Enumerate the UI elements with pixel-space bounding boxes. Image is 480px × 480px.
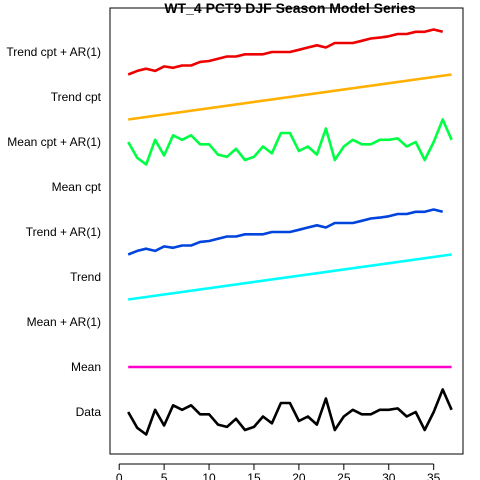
x-tick-label-30: 30 xyxy=(382,471,396,480)
y-tick-label-data: Data xyxy=(76,405,102,419)
y-tick-label-trend: Trend xyxy=(70,270,101,284)
y-tick-label-trend-cpt: Trend cpt xyxy=(51,90,102,104)
y-tick-label-trend-cpt-ar-1: Trend cpt + AR(1) xyxy=(6,45,101,59)
y-tick-label-mean-ar-1: Mean + AR(1) xyxy=(27,315,101,329)
x-tick-label-5: 5 xyxy=(161,471,168,480)
y-tick-label-mean-cpt-ar-1: Mean cpt + AR(1) xyxy=(7,135,101,149)
x-tick-label-20: 20 xyxy=(292,471,306,480)
x-tick-label-15: 15 xyxy=(247,471,261,480)
y-tick-label-mean-cpt: Mean cpt xyxy=(52,180,102,194)
x-tick-label-10: 10 xyxy=(202,471,216,480)
y-tick-label-mean: Mean xyxy=(71,360,101,374)
y-tick-label-trend-ar-1: Trend + AR(1) xyxy=(26,225,101,239)
x-tick-label-0: 0 xyxy=(116,471,123,480)
x-tick-label-35: 35 xyxy=(427,471,441,480)
x-tick-label-25: 25 xyxy=(337,471,351,480)
